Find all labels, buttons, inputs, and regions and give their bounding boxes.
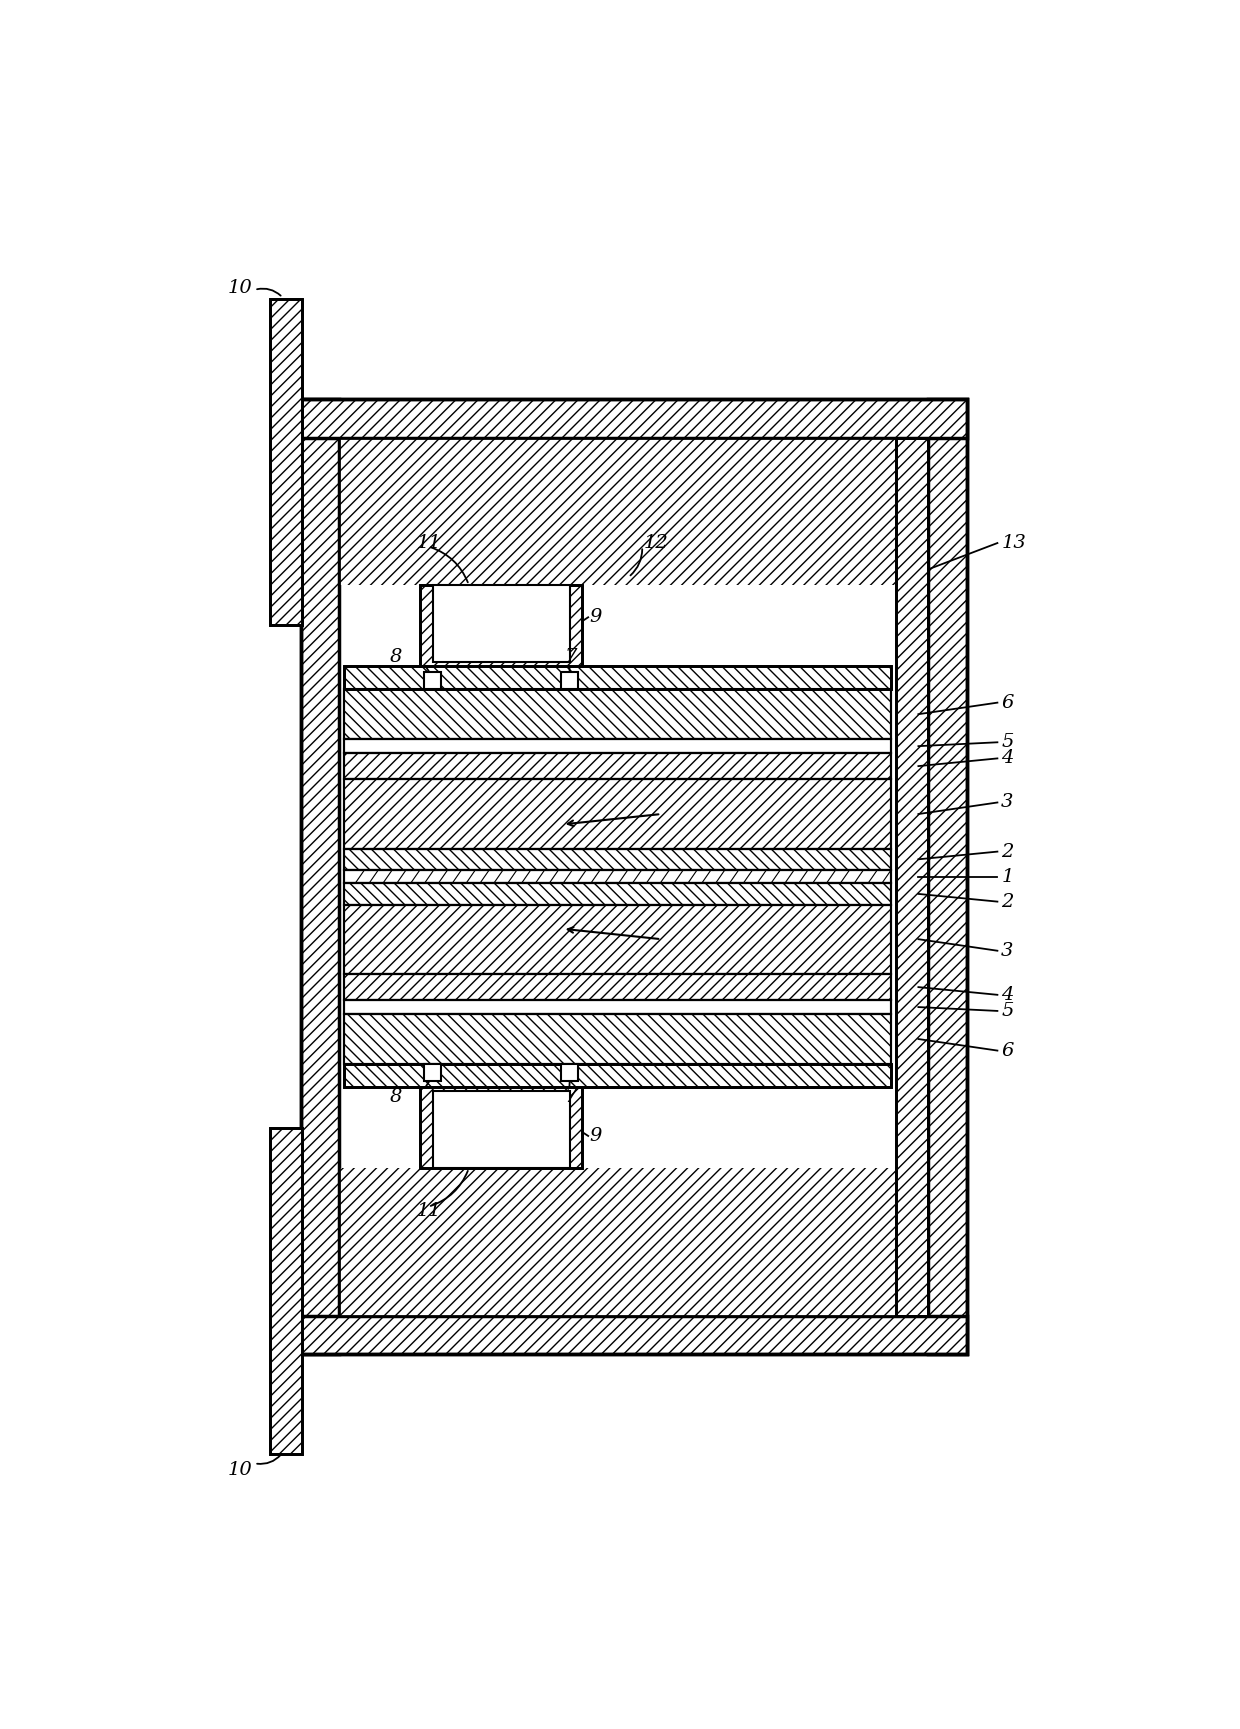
Bar	[270, 299, 303, 626]
Bar	[343, 973, 892, 1001]
Text: 8: 8	[389, 1088, 402, 1105]
Text: 3: 3	[1001, 794, 1013, 811]
Bar	[343, 884, 892, 904]
Text: 8: 8	[389, 648, 402, 666]
Bar	[562, 1065, 578, 1081]
Text: 7: 7	[565, 1088, 578, 1105]
Bar	[343, 870, 892, 884]
Bar	[343, 973, 892, 1001]
Bar	[433, 584, 569, 662]
Bar	[420, 1088, 582, 1169]
Bar	[343, 1065, 892, 1088]
Bar	[420, 1088, 582, 1169]
Bar	[895, 437, 928, 1316]
Text: 11: 11	[417, 534, 441, 552]
Bar	[343, 1001, 892, 1013]
Text: 6: 6	[1001, 1041, 1013, 1060]
Bar	[343, 780, 892, 849]
Bar	[343, 1065, 892, 1088]
Bar	[343, 904, 892, 973]
Text: 2: 2	[1001, 842, 1013, 861]
Bar	[270, 1127, 303, 1454]
Text: 12: 12	[644, 534, 668, 552]
Bar	[433, 1091, 569, 1169]
Bar	[895, 437, 928, 1316]
Text: 4: 4	[1001, 749, 1013, 768]
Bar	[424, 673, 441, 688]
Text: 10: 10	[227, 1461, 252, 1478]
Bar	[343, 904, 892, 973]
Text: 9: 9	[590, 609, 603, 626]
Text: 6: 6	[1001, 693, 1013, 712]
Bar	[343, 688, 892, 740]
Text: 7: 7	[565, 648, 578, 666]
Bar	[270, 299, 303, 626]
Text: 11: 11	[417, 1202, 441, 1219]
Bar	[343, 849, 892, 870]
Bar	[300, 1316, 967, 1354]
Bar	[420, 584, 582, 666]
Bar	[343, 849, 892, 870]
Bar	[562, 673, 578, 688]
Text: 2: 2	[1001, 892, 1013, 911]
Text: 13: 13	[1001, 534, 1025, 552]
Bar	[343, 688, 892, 740]
Bar	[343, 752, 892, 780]
Text: 10: 10	[227, 278, 252, 297]
Bar	[343, 1013, 892, 1065]
Bar	[343, 740, 892, 752]
Bar	[343, 870, 892, 884]
Bar	[928, 399, 967, 1354]
Text: 9: 9	[590, 1127, 603, 1145]
Bar	[343, 740, 892, 752]
Bar	[343, 780, 892, 849]
Text: 3: 3	[1001, 942, 1013, 960]
Bar	[343, 666, 892, 688]
Bar	[339, 1169, 895, 1316]
Bar	[343, 666, 892, 688]
Bar	[270, 1127, 303, 1454]
Bar	[424, 1065, 441, 1081]
Text: 5: 5	[1001, 733, 1013, 752]
Text: 1: 1	[1001, 868, 1013, 885]
Bar	[300, 399, 339, 1354]
Bar	[300, 399, 967, 1354]
Bar	[300, 399, 967, 437]
Text: 4: 4	[1001, 986, 1013, 1005]
Bar	[343, 884, 892, 904]
Bar	[339, 437, 895, 584]
Bar	[339, 437, 928, 1316]
Bar	[343, 1013, 892, 1065]
Bar	[343, 1001, 892, 1013]
Bar	[420, 584, 582, 666]
Bar	[343, 752, 892, 780]
Text: 5: 5	[1001, 1001, 1013, 1020]
